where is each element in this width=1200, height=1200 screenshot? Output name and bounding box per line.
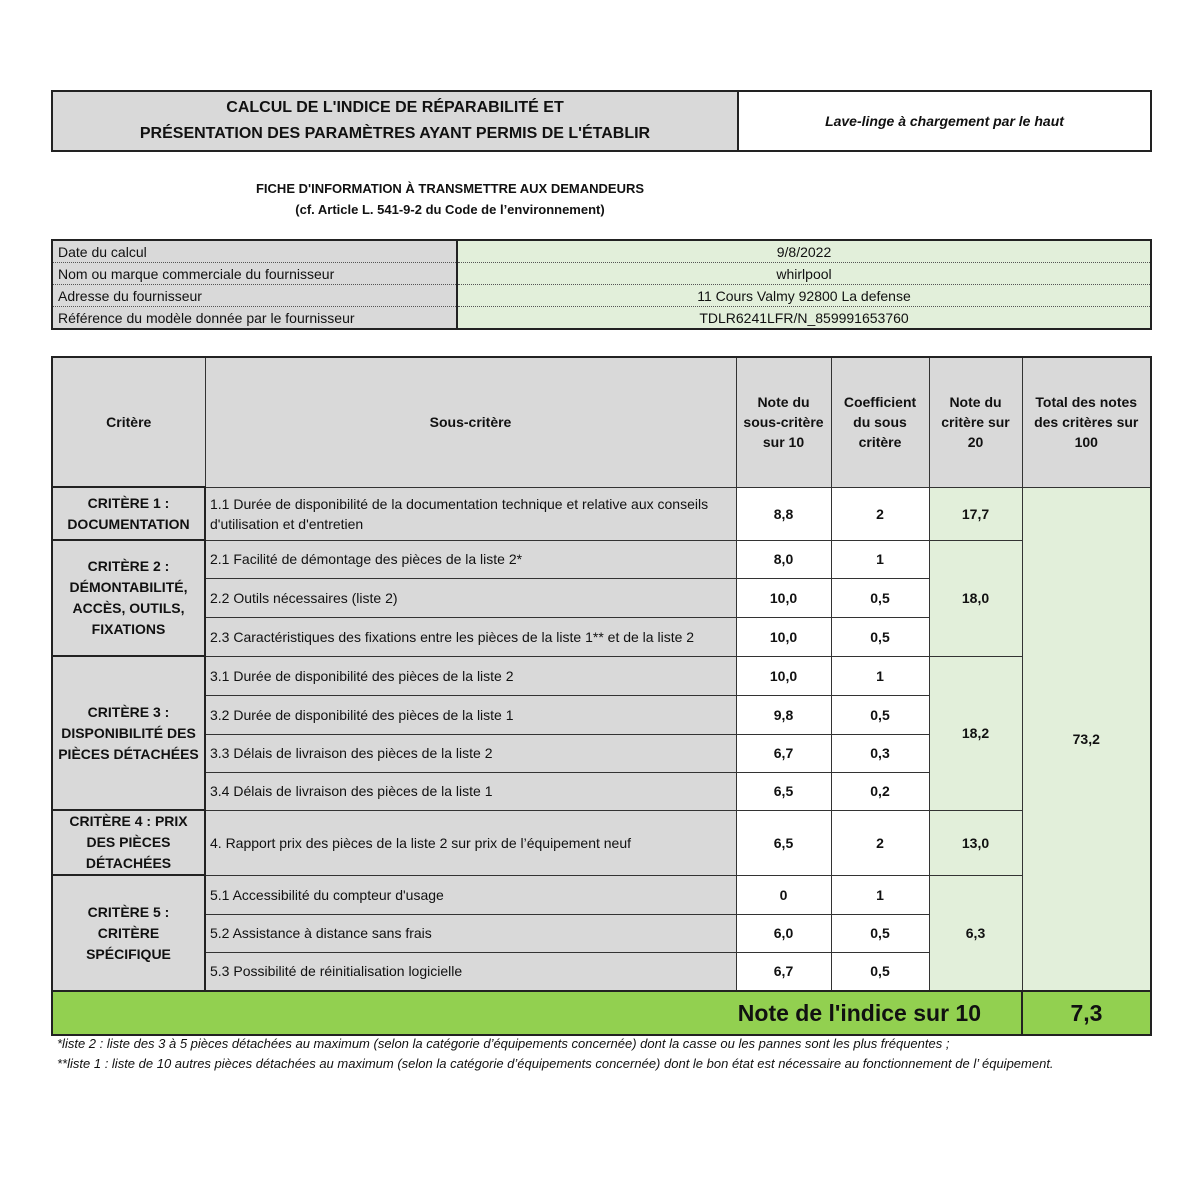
title-line-2: PRÉSENTATION DES PARAMÈTRES AYANT PERMIS…: [139, 125, 651, 142]
sub-criterion-note: 8,0: [735, 539, 832, 579]
sub-criterion-coefficient: 0,2: [830, 771, 930, 811]
sub-criterion-label: 3.4 Délais de livraison des pièces de la…: [204, 771, 737, 811]
info-row: Date du calcul 9/8/2022: [52, 240, 1151, 263]
sub-criterion-coefficient: 2: [830, 809, 930, 876]
sub-criterion-note: 8,8: [735, 486, 832, 541]
criterion-score: 17,7: [928, 486, 1023, 541]
info-value: TDLR6241LFR/N_859991653760: [457, 306, 1151, 330]
sub-criterion-coefficient: 0,5: [830, 616, 930, 657]
criteria-table: Critère Sous-critère Note du sous-critère …: [51, 356, 1152, 1036]
table-row: CRITÈRE 4 : PRIX DES PIÈCES DÉTACHÉES 4. …: [51, 809, 1151, 876]
sub-criterion-label: 3.2 Durée de disponibilité des pièces de…: [204, 694, 737, 735]
criterion-score: 18,2: [928, 655, 1023, 811]
sub-criterion-coefficient: 0,5: [830, 951, 930, 992]
info-value: whirlpool: [457, 262, 1151, 285]
table-row: 3.4 Délais de livraison des pièces de la…: [52, 771, 1151, 811]
info-row: Adresse du fournisseur 11 Cours Valmy 928…: [52, 284, 1151, 307]
criterion-score: 18,0: [928, 539, 1023, 657]
table-row: CRITÈRE 3 : DISPONIBILITÉ DES PIÈCES DÉT…: [51, 655, 1151, 811]
table-row: 2.3 Caractéristiques des fixations entre…: [52, 616, 1151, 657]
criterion-name: CRITÈRE 3 : DISPONIBILITÉ DES PIÈCES DÉT…: [51, 655, 206, 811]
sub-criterion-coefficient: 1: [830, 655, 930, 696]
sub-criterion-note: 6,0: [735, 913, 832, 953]
criterion-name: CRITÈRE 4 : PRIX DES PIÈCES DÉTACHÉES: [51, 809, 206, 876]
header: CALCUL DE L'INDICE DE RÉPARABILITÉ ET PR…: [51, 90, 1152, 152]
info-label: Nom ou marque commerciale du fournisseur: [52, 262, 458, 285]
sub-criterion-note: 6,5: [735, 809, 832, 876]
sub-criterion-note: 9,8: [735, 694, 832, 735]
criterion-name: CRITÈRE 1 : DOCUMENTATION: [51, 486, 206, 541]
sub-criterion-coefficient: 1: [830, 874, 930, 915]
subtitle: FICHE D'INFORMATION À TRANSMETTRE AUX DE…: [150, 178, 750, 220]
sub-criterion-label: 5.3 Possibilité de réinitialisation logi…: [204, 951, 737, 992]
sub-criterion-label: 2.1 Facilité de démontage des pièces de …: [204, 539, 737, 579]
sub-criterion-note: 6,7: [735, 733, 832, 773]
sub-criterion-note: 0: [735, 874, 832, 915]
sub-criterion-note: 10,0: [735, 616, 832, 657]
info-label: Date du calcul: [52, 240, 458, 263]
subtitle-line-2: (cf. Article L. 541-9-2 du Code de l’env…: [295, 202, 605, 217]
index-value: 7,3: [1021, 990, 1152, 1036]
sub-criterion-coefficient: 0,3: [830, 733, 930, 773]
sub-criterion-label: 5.1 Accessibilité du compteur d'usage: [204, 874, 737, 915]
sub-criterion-label: 2.2 Outils nécessaires (liste 2): [204, 577, 737, 618]
table-row: 3.3 Délais de livraison des pièces de la…: [52, 733, 1151, 773]
header-title: CALCUL DE L'INDICE DE RÉPARABILITÉ ET PR…: [53, 92, 739, 150]
table-row: CRITÈRE 5 : CRITÈRE SPÉCIFIQUE 5.1 Access…: [51, 874, 1151, 992]
info-value: 9/8/2022: [457, 240, 1151, 263]
sub-criterion-note: 10,0: [735, 577, 832, 618]
sub-criterion-note: 10,0: [735, 655, 832, 696]
criterion-score: 13,0: [928, 809, 1023, 876]
sub-criterion-note: 6,7: [735, 951, 832, 992]
table-row: CRITÈRE 2 : DÉMONTABILITÉ, ACCÈS, OUTILS…: [51, 539, 1151, 657]
sub-criterion-coefficient: 0,5: [830, 577, 930, 618]
sub-criterion-coefficient: 0,5: [830, 913, 930, 953]
sub-criterion-label: 4. Rapport prix des pièces de la liste 2…: [204, 809, 737, 876]
total-score: 73,2: [1021, 486, 1152, 992]
column-header-sub-note: Note du sous-critère sur 10: [735, 356, 832, 488]
sub-criterion-label: 5.2 Assistance à distance sans frais: [204, 913, 737, 953]
table-row: 3.2 Durée de disponibilité des pièces de…: [52, 694, 1151, 735]
info-value: 11 Cours Valmy 92800 La defense: [457, 284, 1151, 307]
footnote-liste-1: **liste 1 : liste de 10 autres pièces dé…: [57, 1056, 1054, 1071]
sub-criterion-label: 3.3 Délais de livraison des pièces de la…: [204, 733, 737, 773]
sub-criterion-label: 2.3 Caractéristiques des fixations entre…: [204, 616, 737, 657]
column-header-total: Total des notes des critères sur 100: [1021, 356, 1152, 488]
table-row: 5.2 Assistance à distance sans frais 6,0 0…: [52, 913, 1151, 953]
info-row: Nom ou marque commerciale du fournisseur…: [52, 262, 1151, 285]
index-label: Note de l'indice sur 10: [51, 990, 1023, 1036]
footnotes: *liste 2 : liste des 3 à 5 pièces détach…: [57, 1034, 1157, 1074]
sub-criterion-coefficient: 2: [830, 486, 930, 541]
table-row: CRITÈRE 1 : DOCUMENTATION 1.1 Durée de di…: [51, 486, 1152, 992]
sub-criterion-coefficient: 0,5: [830, 694, 930, 735]
title-line-1: CALCUL DE L'INDICE DE RÉPARABILITÉ ET: [226, 99, 564, 116]
info-label: Adresse du fournisseur: [52, 284, 458, 307]
criterion-name: CRITÈRE 2 : DÉMONTABILITÉ, ACCÈS, OUTILS…: [51, 539, 206, 657]
column-header-criterion-score: Note du critère sur 20: [928, 356, 1023, 488]
column-header-sub-criterion: Sous-critère: [204, 356, 737, 488]
table-row: 5.3 Possibilité de réinitialisation logi…: [52, 951, 1151, 992]
table-row: 2.2 Outils nécessaires (liste 2) 10,0 0,5: [52, 577, 1151, 618]
info-table: Date du calcul 9/8/2022 Nom ou marque comm…: [51, 239, 1152, 330]
header-row: Critère Sous-critère Note du sous-critère …: [51, 356, 1152, 488]
subtitle-line-1: FICHE D'INFORMATION À TRANSMETTRE AUX DE…: [255, 181, 645, 196]
sub-criterion-label: 3.1 Durée de disponibilité des pièces de…: [204, 655, 737, 696]
sub-criterion-coefficient: 1: [830, 539, 930, 579]
product-type: Lave-linge à chargement par le haut: [825, 113, 1064, 129]
column-header-coefficient: Coefficient du sous critère: [830, 356, 930, 488]
criterion-score: 6,3: [928, 874, 1023, 992]
info-label: Référence du modèle donnée par le fourni…: [52, 306, 458, 330]
footnote-liste-2: *liste 2 : liste des 3 à 5 pièces détach…: [57, 1036, 950, 1051]
column-header-criterion: Critère: [51, 356, 206, 488]
criterion-name: CRITÈRE 5 : CRITÈRE SPÉCIFIQUE: [51, 874, 206, 992]
index-row: Note de l'indice sur 10 7,3: [51, 990, 1152, 1036]
info-row: Référence du modèle donnée par le fourni…: [52, 306, 1151, 330]
sub-criterion-note: 6,5: [735, 771, 832, 811]
sub-criterion-label: 1.1 Durée de disponibilité de la documen…: [204, 486, 737, 541]
